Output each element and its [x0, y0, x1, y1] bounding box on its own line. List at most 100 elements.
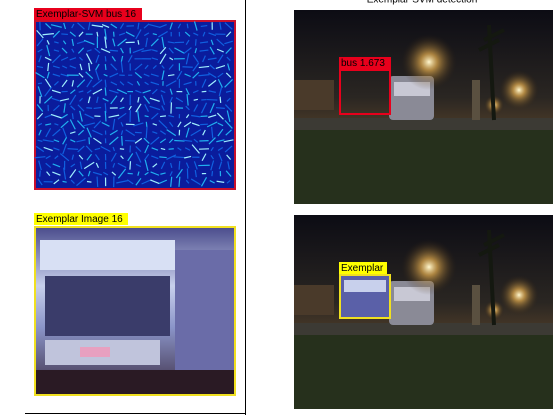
hog-cell: [36, 29, 44, 39]
hog-cell: [112, 162, 116, 168]
hog-cell: [227, 161, 230, 170]
hog-cell: [167, 41, 175, 44]
hog-cell: [117, 38, 127, 47]
hog-cell: [69, 65, 77, 69]
hog-cell: [51, 97, 62, 102]
hog-cell: [112, 118, 116, 130]
hog-cell: [125, 139, 136, 142]
hog-cell: [223, 139, 234, 143]
hog-cell: [134, 137, 143, 144]
hog-cell: [134, 71, 143, 79]
hog-cell: [52, 163, 61, 168]
hog-cell: [104, 63, 107, 71]
hog-cell: [176, 70, 183, 80]
hog-cell: [83, 161, 95, 170]
hog-cell: [69, 57, 77, 61]
hog-cell: [168, 148, 174, 150]
hog-cell: [100, 145, 111, 153]
hog-cell: [46, 171, 51, 176]
hog-cell: [62, 65, 68, 69]
hog-cell: [150, 73, 159, 77]
label-bg: [339, 57, 391, 69]
hog-cell: [207, 57, 217, 61]
hog-cell: [192, 71, 200, 79]
hog-cell: [52, 128, 61, 137]
hog-cell: [173, 156, 186, 159]
hog-cell: [44, 114, 52, 119]
hog-cell: [77, 47, 85, 54]
hog-cell: [87, 96, 91, 104]
hog-cell: [70, 139, 76, 143]
hog-cell: [160, 90, 166, 94]
hog-cell: [145, 126, 148, 139]
title: Exemplar-SVM detection: [367, 0, 478, 6]
hog-cell: [94, 47, 101, 54]
hog-cell: [45, 155, 51, 160]
hog-cell: [198, 74, 210, 77]
hog-cell: [94, 147, 101, 151]
hog-cell: [59, 153, 70, 162]
hog-cell: [202, 31, 206, 37]
hog-cell: [166, 154, 177, 160]
hog-cell: [209, 102, 215, 114]
hog-cell: [194, 39, 197, 46]
hog-cell: [137, 110, 140, 122]
hog-cell: [169, 22, 173, 30]
hog-cell: [53, 147, 60, 151]
hog-cell: [79, 110, 83, 122]
hog-cell: [165, 80, 177, 87]
detection-label: bus 1.673: [341, 58, 385, 69]
hog-cell: [95, 162, 100, 169]
hog-cell: [47, 62, 50, 72]
hog-cell: [53, 104, 60, 112]
hog-cell: [199, 49, 209, 52]
hog-cell: [145, 37, 148, 48]
hog-cell: [37, 139, 43, 142]
hog-cell: [224, 40, 233, 45]
hog-cell: [168, 114, 175, 118]
hog-cell: [118, 32, 126, 36]
hog-cell: [63, 103, 66, 113]
exemplar-box: [339, 274, 391, 319]
hog-cell: [224, 22, 233, 30]
hog-cell: [110, 152, 117, 162]
hog-cell: [185, 39, 190, 45]
hog-cell: [183, 81, 192, 86]
hog-cell: [150, 38, 159, 47]
hog-cell: [136, 80, 141, 86]
hog-cell: [135, 151, 142, 163]
hog-cell: [160, 94, 166, 106]
hog-cell: [143, 32, 150, 37]
hog-cell: [53, 139, 60, 143]
hog-cell: [192, 89, 199, 94]
hog-cell: [159, 156, 167, 159]
hog-cell: [45, 123, 52, 126]
hog-cell: [38, 55, 42, 63]
hog-cell: [216, 112, 224, 120]
hog-cell: [96, 31, 99, 37]
hog-cell: [210, 146, 214, 152]
hog-cell: [186, 93, 189, 106]
hog-cell: [215, 65, 226, 69]
hog-cell: [92, 88, 103, 95]
hog-cell: [218, 153, 223, 162]
hog-cell: [109, 49, 118, 52]
hog-cell: [160, 115, 166, 118]
hog-cell: [119, 23, 125, 29]
hog-cell: [175, 168, 183, 179]
hog-cell: [191, 122, 200, 127]
hog-cell: [120, 61, 124, 73]
exemplar-label: Exemplar: [341, 263, 384, 274]
hog-cell: [193, 104, 199, 112]
hog-cell: [174, 139, 185, 142]
hog-cell: [224, 119, 233, 129]
hog-cell: [93, 120, 102, 129]
hog-cell: [151, 155, 159, 160]
hog-cell: [104, 28, 107, 40]
hog-cell: [152, 163, 158, 168]
hog-cell: [144, 171, 149, 176]
hog-cell: [101, 121, 110, 127]
label-bg: [339, 262, 387, 274]
hog-cell: [152, 131, 158, 135]
hog-cell: [34, 156, 46, 159]
